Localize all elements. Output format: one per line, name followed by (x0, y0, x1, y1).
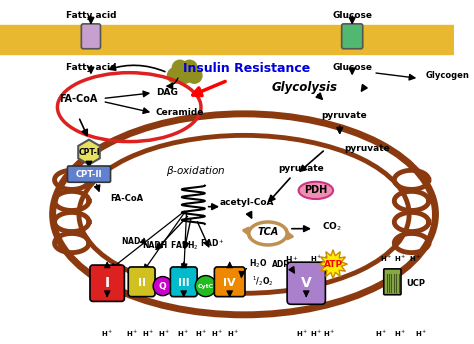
Text: H$^+$: H$^+$ (211, 329, 224, 340)
Text: $^{1}$/$_{2}$O$_2$: $^{1}$/$_{2}$O$_2$ (252, 275, 273, 288)
Text: H$^+$: H$^+$ (380, 254, 393, 265)
Polygon shape (78, 140, 100, 164)
Text: II: II (137, 278, 146, 288)
Text: H$^+$: H$^+$ (310, 254, 322, 265)
Text: CPT-I: CPT-I (78, 148, 100, 157)
Text: H$^+$: H$^+$ (374, 329, 387, 340)
Ellipse shape (79, 136, 409, 293)
Text: ATP: ATP (323, 260, 343, 269)
Circle shape (167, 68, 183, 83)
Text: Glucose: Glucose (332, 11, 372, 20)
Text: NADH: NADH (142, 241, 168, 250)
Ellipse shape (299, 182, 333, 199)
Text: $\beta$-oxidation: $\beta$-oxidation (166, 164, 226, 178)
Text: H$^+$: H$^+$ (310, 329, 322, 340)
Text: pyruvate: pyruvate (279, 164, 324, 173)
Text: acetyl-CoA: acetyl-CoA (219, 198, 274, 207)
Text: H$_2$O: H$_2$O (249, 258, 267, 270)
Text: CO$_2$: CO$_2$ (321, 221, 341, 233)
Text: H$^+$: H$^+$ (195, 329, 207, 340)
FancyBboxPatch shape (342, 24, 363, 49)
Bar (0, 25, 454, 54)
Circle shape (187, 68, 202, 83)
Text: H$^+$: H$^+$ (409, 254, 422, 265)
Text: Fatty acid: Fatty acid (66, 11, 116, 20)
FancyBboxPatch shape (384, 269, 401, 295)
Text: Glycogen: Glycogen (426, 71, 470, 80)
Text: H$^+$: H$^+$ (323, 329, 336, 340)
Text: NAD$^+$: NAD$^+$ (121, 235, 147, 247)
FancyBboxPatch shape (170, 267, 197, 297)
Text: FADH$_2$: FADH$_2$ (170, 240, 199, 252)
Circle shape (195, 276, 216, 297)
Text: Ceramide: Ceramide (156, 108, 204, 117)
Text: V: V (301, 276, 311, 290)
Ellipse shape (53, 114, 436, 315)
Text: H$^+$: H$^+$ (101, 329, 113, 340)
Text: Glycolysis: Glycolysis (271, 82, 337, 95)
Text: H$^+$: H$^+$ (296, 329, 309, 340)
Text: ADP: ADP (273, 260, 291, 269)
Text: H$^+$: H$^+$ (394, 329, 406, 340)
Text: FA-CoA: FA-CoA (59, 95, 98, 105)
Text: Q: Q (159, 282, 166, 291)
Text: TAG: TAG (175, 61, 195, 70)
Text: H$^+$: H$^+$ (394, 254, 406, 265)
Text: Glucose: Glucose (332, 63, 372, 72)
Text: pyruvate: pyruvate (322, 111, 367, 120)
Text: Fatty acid: Fatty acid (66, 63, 116, 72)
Circle shape (182, 60, 197, 76)
FancyBboxPatch shape (82, 24, 100, 49)
FancyBboxPatch shape (287, 262, 325, 304)
Text: pyruvate: pyruvate (345, 144, 390, 153)
Text: IV: IV (223, 278, 236, 288)
Text: Insulin Resistance: Insulin Resistance (183, 62, 310, 75)
Circle shape (177, 68, 192, 83)
Text: III: III (178, 278, 190, 288)
Text: H$^+$: H$^+$ (177, 329, 190, 340)
Text: I: I (105, 276, 110, 290)
FancyBboxPatch shape (67, 166, 110, 182)
Text: H$^+$: H$^+$ (158, 329, 171, 340)
Circle shape (153, 277, 172, 296)
Text: CytC: CytC (198, 283, 214, 289)
Polygon shape (319, 250, 347, 278)
Text: H$^+$: H$^+$ (227, 329, 240, 340)
Text: FA-CoA: FA-CoA (110, 194, 143, 203)
Text: CPT-II: CPT-II (76, 170, 102, 179)
FancyBboxPatch shape (128, 267, 155, 297)
Text: FAD$^+$: FAD$^+$ (200, 237, 225, 249)
Text: DAG: DAG (156, 88, 178, 97)
Circle shape (172, 60, 188, 76)
Text: UCP: UCP (406, 279, 425, 288)
FancyBboxPatch shape (214, 267, 245, 297)
Text: H$^+$: H$^+$ (142, 329, 155, 340)
Text: H$^+$: H$^+$ (126, 329, 138, 340)
Text: H$^+$: H$^+$ (285, 255, 299, 266)
Text: PDH: PDH (304, 185, 328, 195)
Text: TCA: TCA (257, 227, 279, 237)
Text: H$^+$: H$^+$ (324, 254, 337, 265)
Text: H$^+$: H$^+$ (415, 329, 428, 340)
FancyBboxPatch shape (90, 265, 124, 301)
